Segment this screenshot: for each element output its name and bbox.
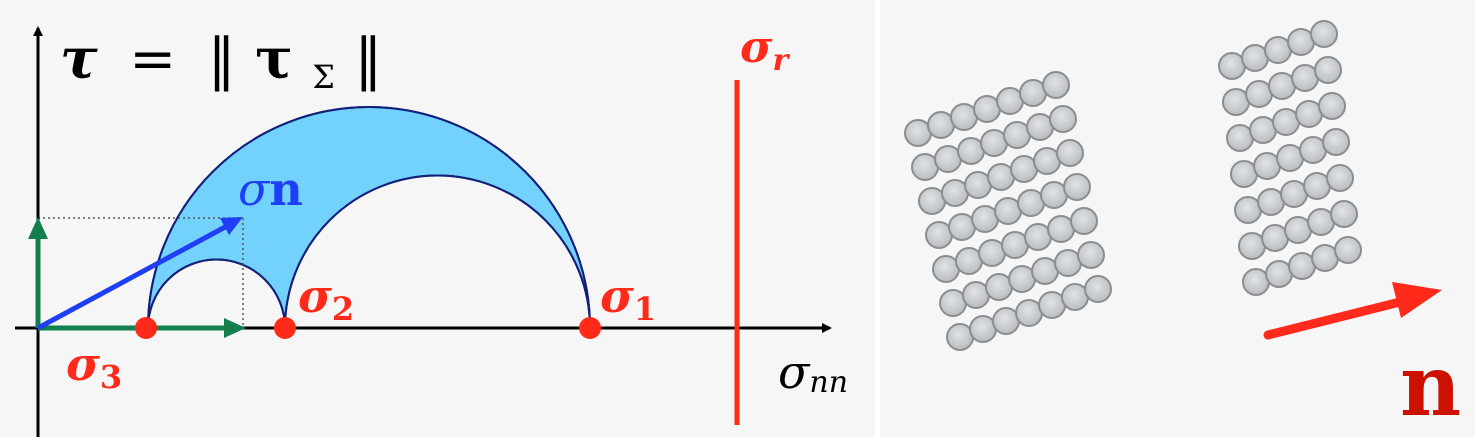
grain bbox=[1318, 92, 1346, 120]
sigma-2-label: σ2 bbox=[298, 269, 354, 328]
projection-lines bbox=[38, 217, 244, 328]
grain bbox=[1330, 200, 1358, 228]
normal-vector-label: n bbox=[1400, 336, 1461, 435]
normal-component-arrow bbox=[38, 318, 246, 338]
grain bbox=[1070, 207, 1098, 235]
grain bbox=[1056, 139, 1084, 167]
sigma-1-label: σ1 bbox=[600, 269, 656, 328]
grain bbox=[1334, 236, 1362, 264]
grain bbox=[1077, 241, 1105, 269]
grain bbox=[1042, 71, 1070, 99]
grain bbox=[1049, 105, 1077, 133]
normal-vector-arrow bbox=[1263, 282, 1442, 340]
tau-axis-label: τ = ‖ τ Σ ‖ bbox=[60, 26, 382, 102]
grain bbox=[1084, 275, 1112, 303]
sigma-3-point bbox=[135, 317, 157, 339]
grain-block-right bbox=[1218, 20, 1362, 296]
sigma-3-label: σ3 bbox=[66, 337, 122, 396]
grain bbox=[1326, 164, 1354, 192]
grain-block-left bbox=[904, 71, 1112, 351]
grain bbox=[1314, 56, 1342, 84]
sigma-1-point bbox=[579, 317, 601, 339]
shear-component-arrow bbox=[28, 217, 48, 328]
grain-svg: n bbox=[904, 20, 1461, 435]
sigma-r-label: σr bbox=[740, 22, 790, 78]
grain bbox=[1063, 173, 1091, 201]
mohr-circle-outer bbox=[147, 106, 591, 329]
grain bbox=[1310, 20, 1338, 48]
sigma-n-label: σn bbox=[238, 162, 303, 216]
mohr-svg: τ = ‖ τ Σ ‖ σr σn σ1 σ2 σ3 σnn bbox=[15, 22, 848, 437]
mohr-circle-diagram: τ = ‖ τ Σ ‖ σr σn σ1 σ2 σ3 σnn bbox=[15, 22, 849, 437]
stress-vector-arrow bbox=[36, 217, 243, 331]
sigma-2-point bbox=[274, 317, 296, 339]
mohr-circle-23 bbox=[147, 258, 286, 329]
sigma-nn-label: σnn bbox=[778, 345, 848, 400]
grain-packing-panel: n bbox=[880, 0, 1475, 437]
mohr-circle-13 bbox=[284, 174, 591, 329]
grain bbox=[1322, 128, 1350, 156]
